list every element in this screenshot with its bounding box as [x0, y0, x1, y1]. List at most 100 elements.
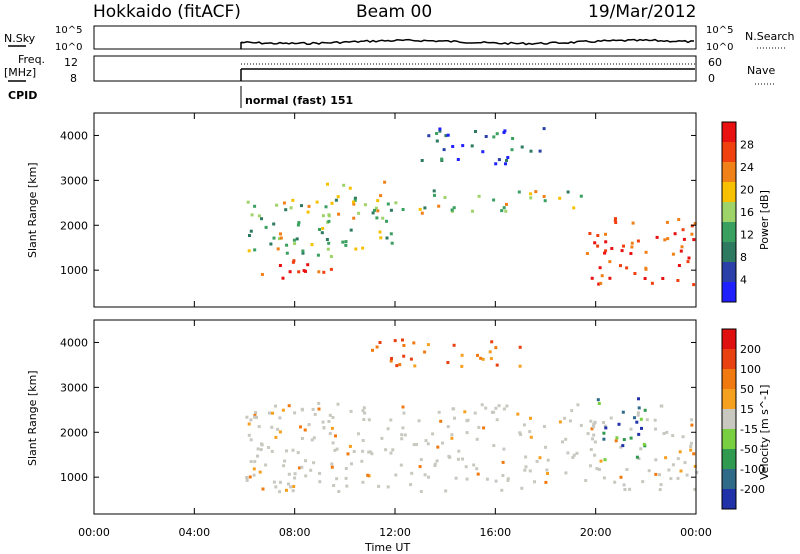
heatmap-cell [352, 202, 356, 206]
y-tick-label: 3000 [60, 174, 88, 187]
heatmap-cell [625, 266, 629, 270]
power-colorbar: 28 24 20 16 12 8 4 [721, 121, 754, 303]
heatmap-cell [529, 435, 533, 439]
heatmap-cell [317, 270, 321, 274]
heatmap-cell [335, 447, 339, 451]
heatmap-cell [505, 159, 508, 162]
heatmap-cell [665, 430, 669, 434]
heatmap-cell [676, 279, 680, 282]
heatmap-cell [619, 475, 623, 479]
heatmap-cell [466, 418, 470, 422]
heatmap-cell [629, 252, 633, 255]
heatmap-cell [310, 243, 314, 247]
heatmap-cell [291, 198, 295, 202]
colorbar-frame [721, 328, 737, 510]
heatmap-cell [676, 457, 680, 461]
heatmap-cell [334, 198, 338, 202]
heatmap-cell [489, 357, 493, 361]
heatmap-cell [395, 364, 399, 368]
heatmap-cell [389, 359, 393, 363]
colorbar-tick-label: -200 [740, 483, 765, 496]
heatmap-cell [371, 348, 374, 352]
heatmap-cell [312, 461, 316, 465]
velocity-heatmap [245, 338, 699, 494]
heatmap-cell [409, 483, 413, 487]
heatmap-cell [497, 404, 501, 408]
y-tick-label: 2000 [60, 426, 88, 439]
heatmap-cell [435, 139, 439, 143]
heatmap-cell [490, 410, 494, 414]
heatmap-cell [592, 433, 596, 437]
heatmap-cell [330, 462, 334, 466]
heatmap-cell [370, 452, 374, 456]
heatmap-cell [272, 480, 276, 484]
colorbar-swatch [722, 142, 736, 163]
heatmap-cell [614, 221, 618, 224]
heatmap-cell [297, 270, 301, 274]
heatmap-cell [258, 470, 262, 474]
heatmap-cell [494, 406, 498, 410]
heatmap-cell [604, 426, 608, 430]
heatmap-cell [476, 472, 480, 476]
heatmap-cell [505, 202, 508, 206]
heatmap-cell [390, 241, 394, 245]
colorbar-swatch [722, 202, 736, 223]
heatmap-cell [257, 214, 261, 218]
heatmap-cell [248, 475, 252, 479]
heatmap-cell [635, 455, 639, 459]
heatmap-cell [328, 413, 332, 417]
heatmap-cell [682, 237, 686, 241]
heatmap-cell [561, 440, 564, 444]
heatmap-cell [446, 361, 450, 364]
heatmap-cell [345, 484, 349, 488]
heatmap-cell [622, 244, 625, 248]
nsky-tick-bottom: 10^0 [55, 42, 82, 53]
heatmap-cell [278, 480, 282, 484]
heatmap-cell [506, 477, 510, 481]
heatmap-cell [636, 413, 640, 417]
heatmap-cell [344, 240, 348, 244]
heatmap-cell [377, 484, 381, 488]
heatmap-cell [603, 251, 607, 255]
heatmap-cell [619, 445, 623, 449]
heatmap-cell [505, 404, 509, 408]
heatmap-cell [412, 443, 416, 447]
heatmap-cell [394, 201, 398, 205]
heatmap-cell [671, 434, 675, 438]
heatmap-cell [272, 236, 276, 240]
heatmap-cell [482, 426, 486, 430]
heatmap-cell [401, 405, 405, 409]
heatmap-cell [270, 425, 274, 429]
nsky-tick-top: 10^5 [55, 25, 82, 36]
heatmap-cell [518, 345, 522, 349]
heatmap-cell [367, 418, 371, 422]
heatmap-cell [247, 433, 251, 437]
heatmap-cell [432, 189, 436, 193]
heatmap-cell [481, 150, 485, 154]
heatmap-cell [522, 423, 526, 427]
site-title: Hokkaido (fitACF) [93, 2, 241, 22]
heatmap-cell [544, 445, 547, 449]
heatmap-cell [264, 463, 268, 467]
heatmap-cell [433, 462, 437, 466]
heatmap-cell [346, 452, 350, 456]
y-tick-label: 4000 [60, 336, 88, 349]
heatmap-cell [321, 214, 325, 218]
heatmap-cell [386, 202, 390, 206]
nsearch-label: N.Search [745, 30, 795, 43]
heatmap-cell [504, 209, 508, 213]
heatmap-cell [374, 206, 378, 210]
heatmap-cell [403, 433, 407, 437]
heatmap-cell [418, 207, 422, 211]
heatmap-cell [296, 223, 300, 227]
heatmap-cell [298, 466, 301, 470]
heatmap-cell [653, 418, 657, 422]
heatmap-cell [492, 198, 496, 202]
heatmap-cell [371, 211, 375, 215]
heatmap-cell [639, 417, 643, 421]
heatmap-cell [566, 190, 570, 194]
heatmap-cell [637, 397, 640, 401]
heatmap-cell [475, 437, 479, 441]
heatmap-cell [623, 488, 627, 491]
heatmap-cell [312, 436, 316, 440]
